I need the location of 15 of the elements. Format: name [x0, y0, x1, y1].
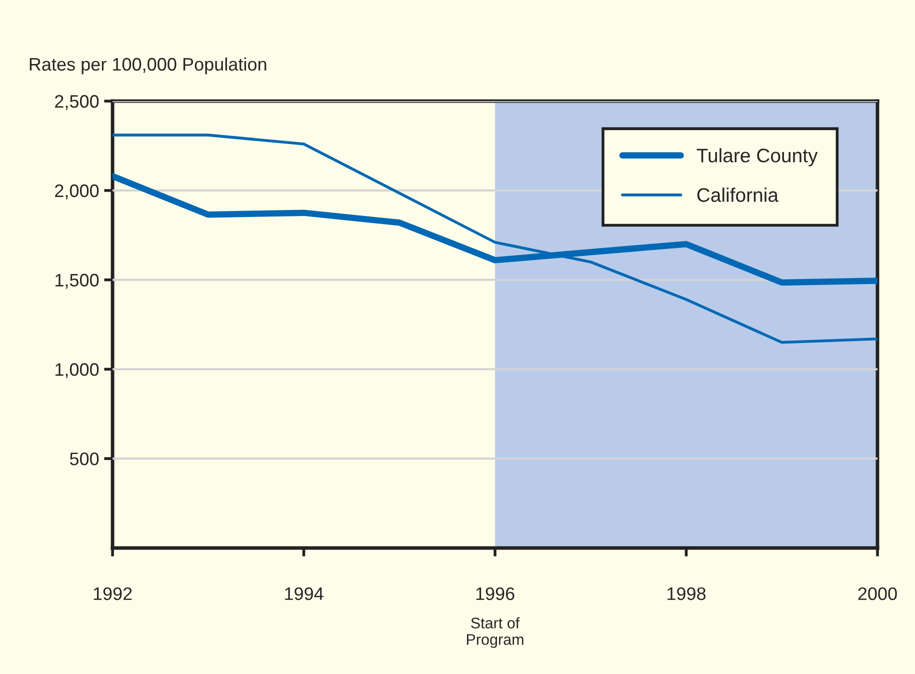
y-tick-label: 500 [70, 452, 99, 466]
x-tick-label: 1998 [668, 587, 706, 600]
x-tick-label: 1992 [94, 587, 132, 600]
y-tick-label: 1,500 [56, 274, 99, 289]
y-axis-title: Rates per 100,000 Population [30, 57, 266, 74]
legend-label: Tulare County [696, 148, 818, 166]
x-tick-label: 1996 [476, 587, 514, 600]
legend-label: California [697, 188, 778, 202]
x-tick-label: 2000 [858, 587, 897, 600]
x-tick-label: 1994 [285, 587, 324, 600]
y-tick-label: 1,000 [56, 363, 99, 378]
y-tick-label: 2,500 [55, 95, 99, 110]
line-series [112, 134, 878, 344]
y-tick-label: 2,000 [55, 184, 99, 200]
text: Start of Program [466, 617, 524, 648]
